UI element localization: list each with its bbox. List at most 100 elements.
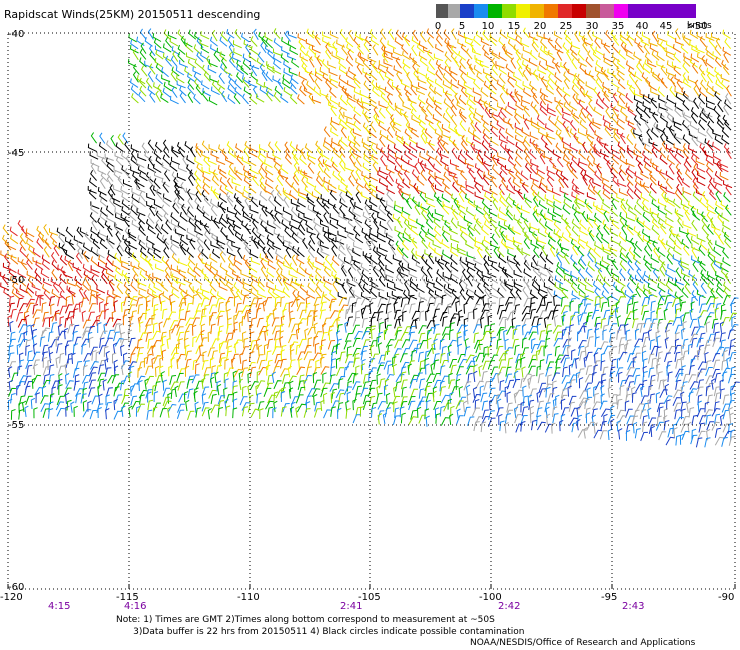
wind-barb: [513, 270, 523, 278]
wind-barb: [501, 177, 508, 189]
wind-barb: [368, 325, 376, 336]
wind-barb: [185, 344, 190, 356]
wind-barb: [109, 196, 116, 208]
wind-barb: [466, 99, 475, 110]
wind-barb: [349, 197, 356, 209]
wind-barb: [499, 190, 506, 202]
wind-barb: [364, 253, 372, 265]
wind-barb: [633, 129, 643, 138]
wind-barb: [602, 199, 611, 209]
wind-barb: [504, 347, 513, 356]
wind-barb: [668, 125, 675, 137]
wind-barb: [31, 282, 41, 291]
wind-barb: [696, 233, 706, 243]
wind-barb: [568, 232, 578, 242]
wind-barb: [240, 65, 249, 76]
wind-barb: [110, 134, 116, 147]
wind-barb: [529, 164, 538, 175]
wind-barb: [724, 99, 732, 110]
wind-barb: [255, 93, 265, 103]
legend-swatch: [460, 4, 474, 18]
wind-barb: [660, 113, 669, 124]
wind-barb: [448, 135, 457, 146]
wind-barb: [625, 199, 634, 210]
wind-barb: [291, 323, 299, 333]
wind-barb: [177, 403, 185, 413]
wind-barb: [314, 185, 323, 196]
wind-barb: [434, 105, 443, 117]
wind-barb: [697, 256, 706, 266]
wind-barb: [191, 324, 197, 336]
wind-barb: [394, 200, 404, 210]
wind-barb: [199, 315, 207, 326]
wind-barb: [26, 258, 33, 270]
wind-barb: [458, 294, 464, 306]
wind-barb: [362, 305, 370, 315]
wind-barb: [468, 63, 476, 75]
wind-barb: [323, 266, 331, 278]
map-frame: [7, 32, 736, 590]
wind-barb: [626, 188, 634, 200]
wind-barb: [288, 270, 298, 279]
wind-barb: [575, 371, 581, 383]
wind-barb: [323, 276, 332, 285]
wind-barb: [442, 249, 451, 259]
wind-barb: [283, 86, 292, 97]
wind-barb: [544, 263, 553, 273]
wind-barb: [591, 309, 600, 320]
wind-barb: [194, 227, 204, 236]
wind-barb: [691, 168, 698, 180]
wind-barb: [620, 202, 628, 214]
wind-barb: [194, 215, 204, 225]
wind-barb: [378, 107, 386, 119]
wind-barb: [425, 138, 435, 146]
wind-barb: [657, 282, 666, 293]
wind-barb: [488, 302, 497, 312]
wind-barb: [305, 38, 315, 48]
wind-barb: [545, 85, 555, 95]
wind-barb: [380, 155, 387, 167]
wind-barb: [50, 303, 55, 315]
wind-barb: [721, 59, 729, 71]
wind-barb: [187, 58, 197, 69]
wind-barb: [369, 172, 379, 182]
wind-barb: [474, 289, 483, 300]
wind-barb: [650, 263, 660, 272]
wind-barb: [513, 391, 519, 404]
wind-barb: [657, 276, 666, 287]
wind-barb: [160, 371, 165, 383]
wind-barb: [522, 286, 529, 298]
wind-barb: [586, 155, 594, 167]
wind-barb: [384, 270, 394, 279]
wind-barb: [691, 62, 699, 74]
wind-barb: [410, 374, 419, 384]
wind-barb: [328, 179, 337, 190]
wind-barb: [234, 185, 244, 195]
wind-barb: [209, 281, 217, 292]
wind-barb: [636, 282, 645, 293]
wind-barb: [32, 317, 40, 328]
wind-barb: [532, 210, 539, 223]
legend-swatch: [516, 4, 530, 18]
wind-barb: [682, 112, 691, 123]
wind-barb: [314, 68, 324, 77]
wind-barb: [24, 375, 32, 386]
wind-barb: [675, 92, 684, 103]
wind-barb: [481, 353, 490, 363]
wind-barb: [345, 120, 354, 131]
wind-barb: [407, 363, 412, 375]
wind-barb: [656, 335, 661, 347]
wind-barb: [30, 323, 35, 336]
wind-barb: [536, 121, 546, 130]
wind-barb: [322, 203, 330, 215]
wind-barb: [338, 184, 347, 194]
wind-barb: [731, 381, 740, 391]
wind-barb: [714, 171, 723, 182]
wind-barb: [460, 169, 468, 181]
wind-barb: [160, 93, 169, 104]
wind-barb: [721, 227, 730, 238]
wind-barb: [100, 273, 108, 285]
wind-barb: [313, 379, 322, 389]
wind-barb: [443, 284, 452, 294]
wind-barb: [450, 247, 459, 257]
